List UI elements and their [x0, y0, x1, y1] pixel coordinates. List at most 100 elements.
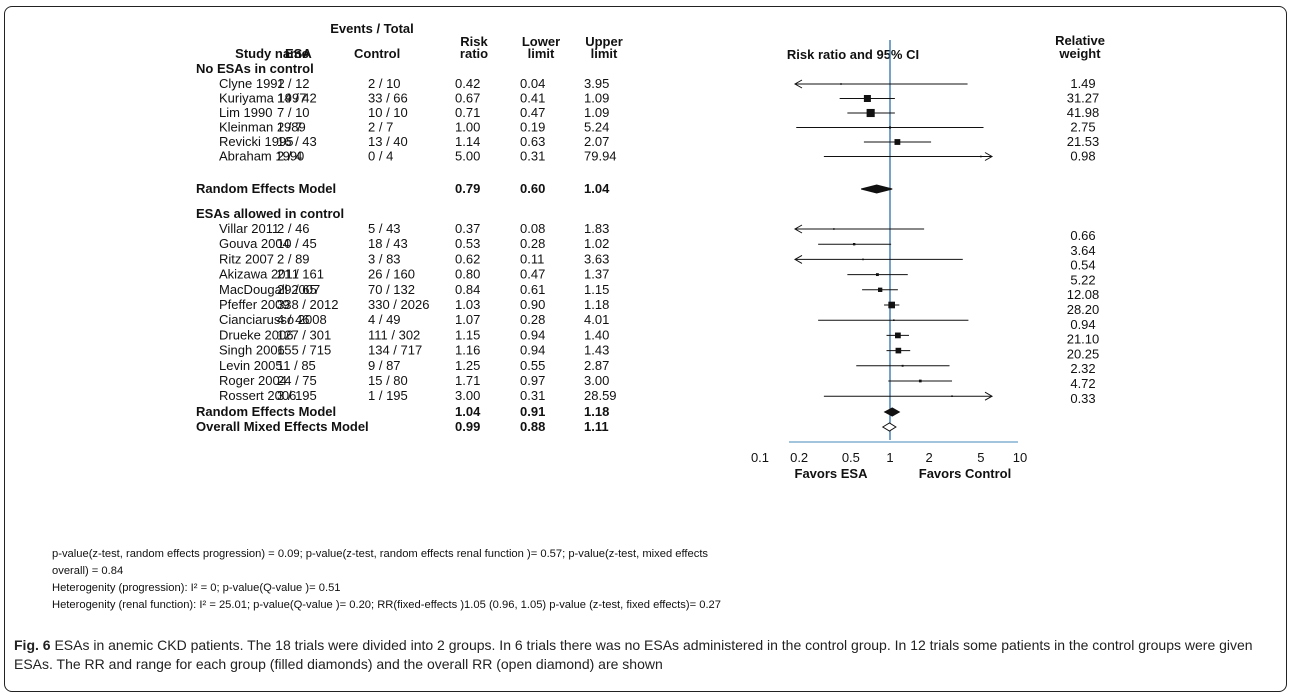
study-esa-events: 10 / 45: [277, 236, 317, 251]
study-risk-ratio: 0.71: [455, 105, 480, 120]
x-tick-label: 1: [886, 450, 893, 465]
study-upper-limit: 1.37: [584, 267, 609, 282]
study-esa-events: 21 / 161: [277, 267, 324, 282]
study-weight: 12.08: [1067, 287, 1100, 302]
point-estimate: [980, 155, 982, 158]
study-upper-limit: 2.07: [584, 134, 609, 149]
summary-risk-ratio: 0.79: [455, 181, 480, 196]
figure-caption: Fig. 6 ESAs in anemic CKD patients. The …: [14, 636, 1276, 674]
study-lower-limit: 0.47: [520, 105, 545, 120]
study-lower-limit: 0.41: [520, 91, 545, 106]
study-lower-limit: 0.28: [520, 236, 545, 251]
study-control-events: 4 / 49: [368, 312, 401, 327]
study-weight: 4.72: [1070, 376, 1095, 391]
x-label-favors-control: Favors Control: [919, 466, 1011, 481]
summary-diamond: [883, 407, 901, 417]
study-name: Roger 2004: [219, 373, 287, 388]
study-lower-limit: 0.31: [520, 149, 545, 164]
summary-upper-limit: 1.04: [584, 181, 610, 196]
ci-arrow-left: [793, 254, 803, 264]
study-control-events: 26 / 160: [368, 267, 415, 282]
summary-risk-ratio: 1.04: [455, 404, 481, 419]
summary-upper-limit: 1.18: [584, 404, 609, 419]
study-control-events: 111 / 302: [368, 327, 420, 342]
overall-diamond: [881, 422, 897, 432]
study-weight: 0.94: [1070, 317, 1095, 332]
study-risk-ratio: 1.15: [455, 327, 480, 342]
study-name: Clyne 1992: [219, 76, 285, 91]
header-control: Control: [354, 46, 400, 61]
study-esa-events: 3 / 195: [277, 388, 317, 403]
summary-name: Overall Mixed Effects Model: [196, 419, 369, 434]
study-name: Gouva 2004: [219, 236, 290, 251]
point-estimate: [840, 83, 842, 85]
study-upper-limit: 5.24: [584, 120, 609, 135]
summary-lower-limit: 0.60: [520, 181, 545, 196]
study-esa-events: 2 / 7: [277, 120, 302, 135]
ci-arrow-left: [793, 224, 803, 234]
study-lower-limit: 0.63: [520, 134, 545, 149]
summary-name: Random Effects Model: [196, 181, 336, 196]
study-control-events: 3 / 83: [368, 251, 401, 266]
study-upper-limit: 1.18: [584, 297, 609, 312]
study-risk-ratio: 0.62: [455, 251, 480, 266]
point-estimate: [877, 287, 883, 292]
study-esa-events: 11 / 85: [277, 358, 316, 373]
study-risk-ratio: 1.25: [455, 358, 480, 373]
study-control-events: 70 / 132: [368, 282, 415, 297]
study-name: Cianciarusso 2008: [219, 312, 327, 327]
x-tick-label: 5: [977, 450, 984, 465]
x-label-favors-esa: Favors ESA: [795, 466, 869, 481]
study-weight: 21.10: [1067, 332, 1100, 347]
study-esa-events: 24 / 75: [277, 373, 317, 388]
point-estimate: [894, 139, 901, 145]
header-plot-title: Risk ratio and 95% CI: [787, 47, 919, 62]
study-lower-limit: 0.31: [520, 388, 545, 403]
summary-upper-limit: 1.11: [584, 419, 609, 434]
study-upper-limit: 3.00: [584, 373, 609, 388]
study-control-events: 1 / 195: [368, 388, 408, 403]
study-risk-ratio: 1.00: [455, 120, 480, 135]
x-tick-label: 0.2: [790, 450, 808, 465]
study-esa-events: 4 / 46: [277, 312, 310, 327]
header-upper-limit: limit: [591, 46, 618, 61]
x-tick-label: 0.1: [751, 450, 769, 465]
study-lower-limit: 0.55: [520, 358, 545, 373]
study-risk-ratio: 0.37: [455, 221, 480, 236]
study-lower-limit: 0.28: [520, 312, 545, 327]
note-line: p-value(z-test, random effects progressi…: [52, 548, 709, 560]
study-esa-events: 29 / 65: [277, 282, 317, 297]
study-name: Villar 2011: [219, 221, 279, 236]
study-control-events: 134 / 717: [368, 343, 422, 358]
study-name: Abraham 1990: [219, 149, 304, 164]
study-risk-ratio: 3.00: [455, 388, 480, 403]
study-lower-limit: 0.04: [520, 76, 545, 91]
note-line: Heterogenity (renal function): I² = 25.0…: [52, 599, 721, 611]
point-estimate: [901, 364, 904, 367]
study-control-events: 15 / 80: [368, 373, 408, 388]
study-lower-limit: 0.90: [520, 297, 545, 312]
study-name: Kuriyama 1997: [219, 91, 306, 106]
study-lower-limit: 0.47: [520, 267, 545, 282]
header-lower-limit: limit: [528, 46, 555, 61]
header-esa: ESA: [285, 46, 312, 61]
note-line: overall) = 0.84: [52, 565, 124, 577]
study-upper-limit: 3.95: [584, 76, 609, 91]
study-upper-limit: 1.43: [584, 343, 609, 358]
study-weight: 0.98: [1070, 149, 1095, 164]
study-weight: 0.33: [1070, 391, 1095, 406]
study-weight: 20.25: [1067, 346, 1100, 361]
study-risk-ratio: 1.07: [455, 312, 480, 327]
header-study-name: Study name: [235, 46, 309, 61]
study-esa-events: 1 / 12: [277, 76, 310, 91]
study-name: Pfeffer 2009: [219, 297, 290, 312]
study-control-events: 9 / 87: [368, 358, 401, 373]
study-control-events: 33 / 66: [368, 91, 408, 106]
study-lower-limit: 0.11: [520, 251, 544, 266]
x-tick-label: 2: [926, 450, 933, 465]
study-esa-events: 2 / 46: [277, 221, 310, 236]
study-lower-limit: 0.94: [520, 327, 545, 342]
header-events-total: Events / Total: [330, 21, 414, 36]
study-name: Kleinman 1989: [219, 120, 306, 135]
